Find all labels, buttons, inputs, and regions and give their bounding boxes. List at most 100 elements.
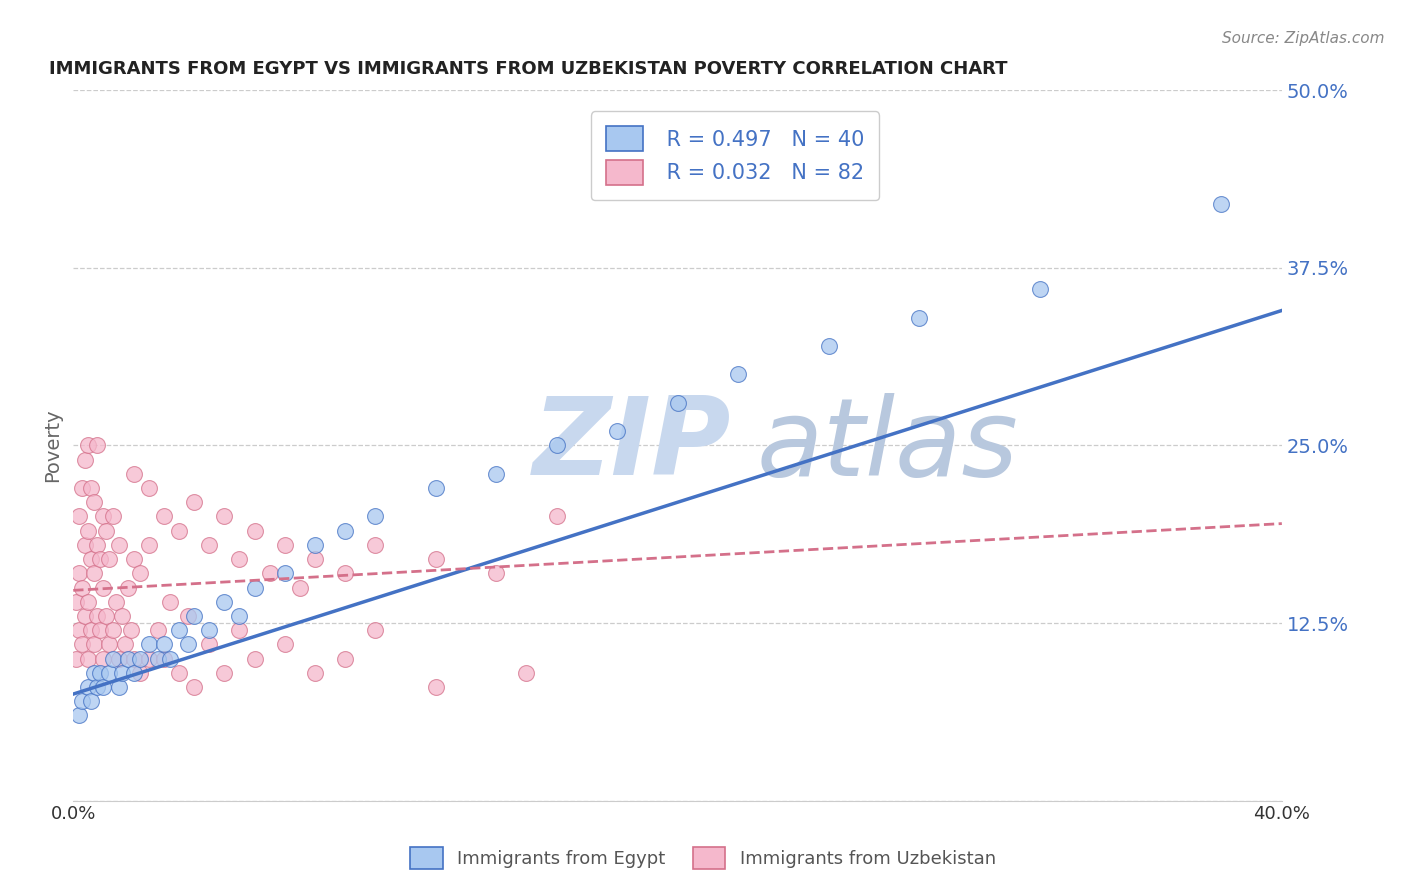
Point <box>98 637 121 651</box>
Text: ZIP: ZIP <box>533 392 731 499</box>
Point <box>198 637 221 651</box>
Point <box>243 524 266 538</box>
Point <box>120 623 142 637</box>
Point <box>83 566 105 581</box>
Point <box>75 609 97 624</box>
Point <box>243 651 266 665</box>
Point <box>67 623 90 637</box>
Point <box>89 552 111 566</box>
Point <box>304 552 326 566</box>
Point <box>167 623 190 637</box>
Point <box>485 566 508 581</box>
Point <box>727 368 749 382</box>
Point <box>1029 282 1052 296</box>
Point <box>72 637 94 651</box>
Point <box>214 665 236 680</box>
Point <box>114 637 136 651</box>
Point <box>198 623 221 637</box>
Point <box>546 438 568 452</box>
Point <box>159 651 181 665</box>
Point <box>80 694 103 708</box>
Point <box>122 651 145 665</box>
Point <box>96 524 118 538</box>
Point <box>153 509 176 524</box>
Point <box>104 595 127 609</box>
Point <box>117 651 139 665</box>
Point <box>666 396 689 410</box>
Point <box>98 665 121 680</box>
Point <box>67 708 90 723</box>
Point <box>98 552 121 566</box>
Point <box>101 651 124 665</box>
Point <box>288 581 311 595</box>
Point <box>128 566 150 581</box>
Point <box>606 424 628 438</box>
Point <box>425 481 447 495</box>
Point <box>101 623 124 637</box>
Point <box>333 566 356 581</box>
Point <box>138 651 160 665</box>
Point <box>159 595 181 609</box>
Legend: Immigrants from Egypt, Immigrants from Uzbekistan: Immigrants from Egypt, Immigrants from U… <box>401 838 1005 879</box>
Point <box>77 680 100 694</box>
Point <box>117 581 139 595</box>
Point <box>138 481 160 495</box>
Point <box>101 509 124 524</box>
Point <box>86 609 108 624</box>
Point <box>153 651 176 665</box>
Text: IMMIGRANTS FROM EGYPT VS IMMIGRANTS FROM UZBEKISTAN POVERTY CORRELATION CHART: IMMIGRANTS FROM EGYPT VS IMMIGRANTS FROM… <box>49 60 1008 78</box>
Point <box>86 438 108 452</box>
Point <box>274 566 297 581</box>
Point <box>425 680 447 694</box>
Point <box>183 609 205 624</box>
Point <box>96 609 118 624</box>
Point <box>65 651 87 665</box>
Point <box>75 538 97 552</box>
Point <box>167 524 190 538</box>
Point <box>80 481 103 495</box>
Point <box>228 623 250 637</box>
Point <box>128 651 150 665</box>
Text: atlas: atlas <box>756 393 1018 498</box>
Point <box>72 481 94 495</box>
Point <box>183 495 205 509</box>
Point <box>908 310 931 325</box>
Point <box>75 452 97 467</box>
Point <box>89 665 111 680</box>
Point <box>515 665 537 680</box>
Point <box>89 623 111 637</box>
Point <box>146 651 169 665</box>
Point <box>333 651 356 665</box>
Point <box>333 524 356 538</box>
Point <box>546 509 568 524</box>
Point <box>72 581 94 595</box>
Point <box>1211 197 1233 211</box>
Point <box>214 595 236 609</box>
Point <box>83 637 105 651</box>
Point <box>274 538 297 552</box>
Point <box>110 609 132 624</box>
Point <box>177 637 200 651</box>
Point <box>77 595 100 609</box>
Point <box>93 651 115 665</box>
Point <box>80 623 103 637</box>
Point <box>304 538 326 552</box>
Legend:  R = 0.497   N = 40,  R = 0.032   N = 82: R = 0.497 N = 40, R = 0.032 N = 82 <box>592 112 879 200</box>
Point <box>80 552 103 566</box>
Point <box>167 665 190 680</box>
Point <box>107 651 129 665</box>
Point <box>67 566 90 581</box>
Point <box>228 609 250 624</box>
Point <box>243 581 266 595</box>
Point <box>86 538 108 552</box>
Point <box>485 467 508 481</box>
Point <box>67 509 90 524</box>
Point <box>146 623 169 637</box>
Point <box>138 637 160 651</box>
Point <box>228 552 250 566</box>
Point <box>65 595 87 609</box>
Point <box>364 538 387 552</box>
Point <box>122 467 145 481</box>
Point <box>817 339 839 353</box>
Point <box>183 680 205 694</box>
